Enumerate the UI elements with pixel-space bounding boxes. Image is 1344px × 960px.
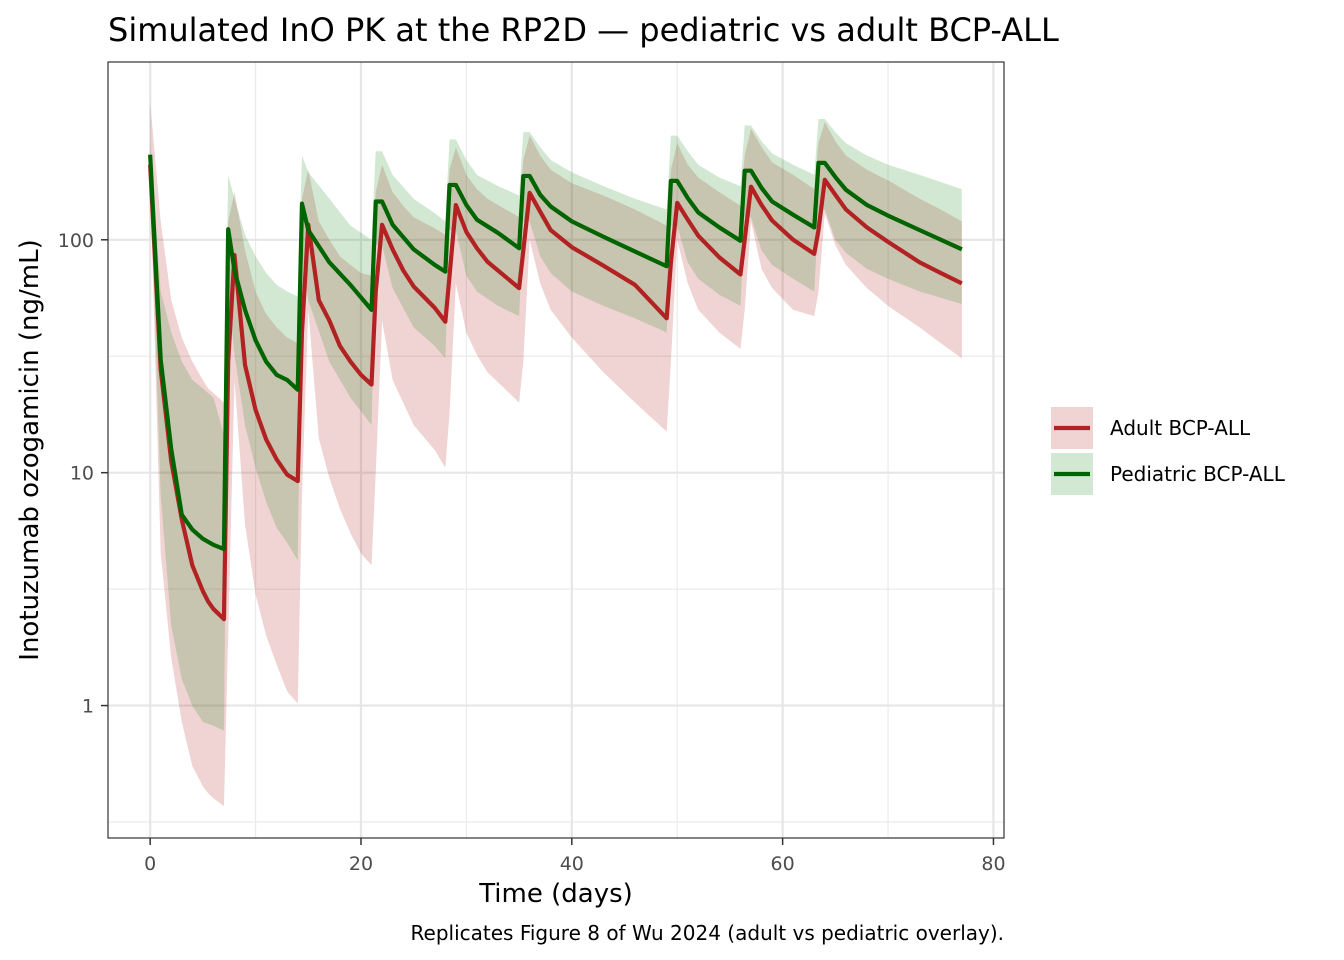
x-tick-label: 80 [981, 853, 1005, 875]
plot-panel [107, 61, 1005, 839]
panel-border [107, 61, 1005, 839]
line-adult-bcp-all [148, 164, 963, 622]
ribbon-pediatric-bcp-all [150, 119, 962, 731]
legend-label: Adult BCP-ALL [1110, 416, 1251, 440]
legend-label: Pediatric BCP-ALL [1110, 462, 1286, 486]
x-tick-label: 0 [144, 853, 156, 875]
legend: Adult BCP-ALL Pediatric BCP-ALL [1051, 407, 1286, 495]
y-tick-label: 100 [58, 230, 94, 252]
y-axis: 1 10 100 [58, 230, 108, 718]
x-tick-label: 60 [771, 853, 795, 875]
ribbon-adult-bcp-all [150, 102, 962, 807]
ribbons [150, 102, 962, 807]
chart-caption: Replicates Figure 8 of Wu 2024 (adult vs… [411, 921, 1004, 945]
y-tick-label: 10 [70, 463, 94, 485]
y-tick-label: 1 [82, 696, 94, 718]
x-tick-label: 20 [349, 853, 373, 875]
median-lines [148, 154, 963, 622]
grid-minor [108, 62, 1004, 838]
line-pediatric-bcp-all [148, 154, 963, 552]
x-axis: 0 20 40 60 80 [144, 838, 1006, 875]
legend-item: Pediatric BCP-ALL [1051, 453, 1286, 495]
x-axis-title: Time (days) [478, 879, 633, 909]
y-axis-title: Inotuzumab ozogamicin (ng/mL) [15, 239, 45, 660]
chart-title: Simulated InO PK at the RP2D — pediatric… [108, 11, 1059, 49]
legend-item: Adult BCP-ALL [1051, 407, 1251, 449]
x-tick-label: 40 [560, 853, 584, 875]
panel-background [108, 62, 1004, 838]
